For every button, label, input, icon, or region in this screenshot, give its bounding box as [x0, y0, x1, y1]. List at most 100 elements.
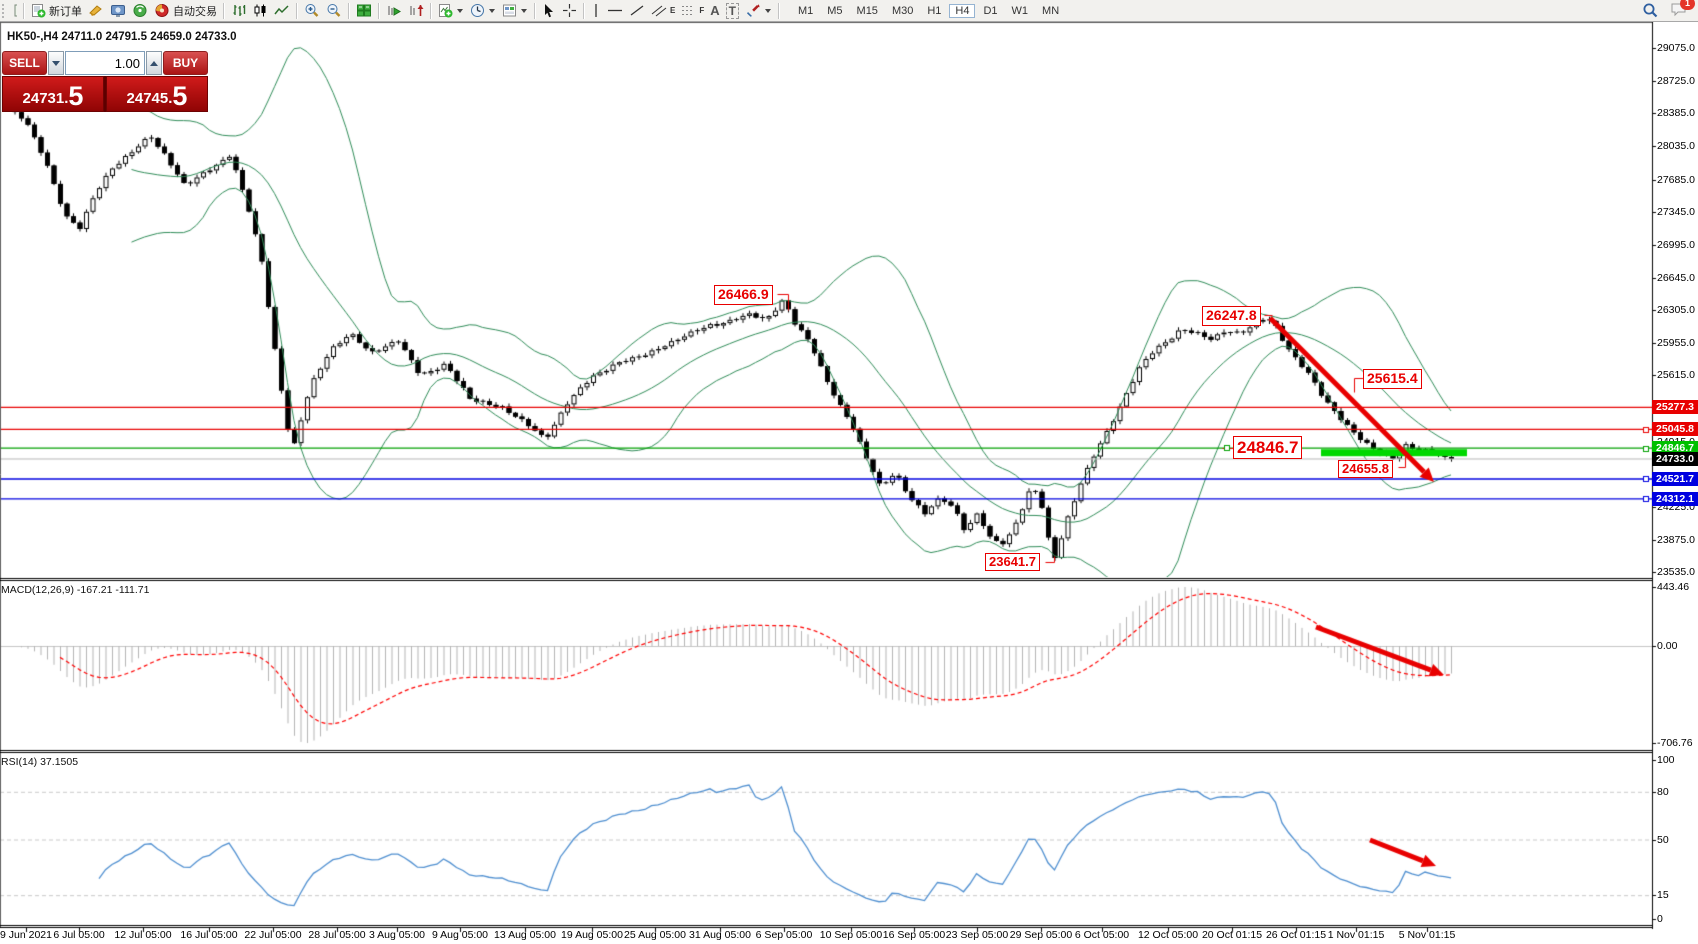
date-tick-label: 28 Jul 05:00	[308, 929, 366, 941]
timeframe-h4[interactable]: H4	[949, 3, 976, 18]
arrows-dropdown-caret-icon[interactable]	[764, 8, 771, 13]
charts-icon[interactable]	[11, 1, 20, 20]
axis-tick-label: 28725.0	[1657, 75, 1695, 88]
volume-decrease-button[interactable]	[48, 51, 64, 75]
arrows-tool-button[interactable]	[742, 1, 775, 20]
date-tick-label: 31 Aug 05:00	[689, 929, 751, 941]
date-tick-label: 6 Jul 05:00	[53, 929, 105, 941]
chart-shift-button[interactable]	[405, 1, 427, 20]
horizontal-line-tool-button[interactable]	[604, 1, 626, 20]
signals-button[interactable]	[129, 1, 151, 20]
date-tick-label: 9 Aug 05:00	[431, 929, 489, 941]
buy-price[interactable]: 24745. 5	[106, 76, 208, 112]
axis-tick-label: 28035.0	[1657, 140, 1695, 153]
timeframe-w1[interactable]: W1	[1011, 4, 1029, 17]
timeframe-m30[interactable]: M30	[891, 4, 914, 17]
axis-tick-label: 23535.0	[1657, 566, 1695, 579]
text-label-icon: T	[725, 2, 739, 19]
template-icon	[503, 4, 516, 17]
fibonacci-tool-button[interactable]: F	[678, 1, 707, 20]
price-annotation-label[interactable]: 24655.8	[1338, 460, 1393, 479]
timeframe-h1[interactable]: H1	[927, 4, 942, 17]
autotrade-icon	[155, 4, 169, 17]
volume-increase-button[interactable]	[146, 51, 162, 75]
bar-chart-button[interactable]	[228, 1, 250, 20]
axis-tick-label: 26645.0	[1657, 272, 1695, 284]
price-axis[interactable]: 29075.0 28725.0 28385.0 28035.0 27685.0 27345…	[1652, 22, 1698, 944]
axis-tick-label: 26995.0	[1657, 238, 1695, 251]
horizontal-line-icon	[608, 9, 622, 12]
sell-button[interactable]: SELL	[2, 51, 47, 75]
candlestick-chart-button[interactable]	[250, 1, 271, 20]
price-annotation-label[interactable]: 24846.7	[1233, 436, 1303, 460]
channel-tool-button[interactable]: E	[648, 1, 678, 20]
separator	[777, 2, 780, 19]
timeframe-m15[interactable]: M15	[856, 4, 878, 17]
tile-windows-icon	[357, 4, 371, 17]
search-button[interactable]	[1639, 1, 1662, 20]
text-label-tool-button[interactable]: T	[723, 1, 742, 20]
fibonacci-glyph: F	[699, 6, 705, 15]
buy-button[interactable]: BUY	[163, 51, 208, 75]
date-tick-label: 22 Jul 05:00	[244, 929, 302, 941]
date-tick-label: 6 Oct 05:00	[1074, 929, 1130, 941]
text-tool-button[interactable]: A	[707, 1, 722, 20]
crosshair-tool-button[interactable]	[559, 1, 580, 20]
timeframe-toolbar: M1 M5 M15 M30 H1 H4 D1 W1 MN	[791, 3, 1066, 18]
zoom-in-icon	[305, 4, 319, 17]
periods-dropdown-caret-icon[interactable]	[489, 8, 495, 13]
tile-windows-button[interactable]	[353, 1, 375, 20]
cursor-icon	[545, 4, 553, 18]
sell-price[interactable]: 24731. 5	[2, 76, 104, 112]
auto-scroll-button[interactable]	[383, 1, 405, 20]
periods-button[interactable]	[467, 1, 499, 20]
publish-button[interactable]	[107, 1, 129, 20]
new-order-button[interactable]: 新订单	[28, 1, 85, 20]
notifications-button[interactable]: 1	[1670, 0, 1695, 20]
price-annotation-label[interactable]: 23641.7	[985, 553, 1040, 572]
chart-title: HK50-,H4 24711.0 24791.5 24659.0 24733.0	[7, 31, 237, 43]
new-order-icon	[32, 4, 46, 18]
zoom-in-button[interactable]	[301, 1, 323, 20]
indicators-dropdown-caret-icon[interactable]	[457, 8, 463, 13]
timeframe-d1[interactable]: D1	[983, 4, 998, 17]
price-annotation-label[interactable]: 26466.9	[714, 285, 773, 305]
timeframe-mn[interactable]: MN	[1042, 4, 1060, 17]
date-tick-label: 1 Nov 01:15	[1327, 929, 1385, 941]
macd-indicator-label: MACD(12,26,9) -167.21 -111.71	[1, 584, 150, 596]
vertical-line-tool-button[interactable]	[588, 1, 604, 20]
toolbar-right-group: 1	[1639, 0, 1695, 20]
separator	[378, 2, 380, 19]
autotrade-label: 自动交易	[173, 5, 217, 18]
price-line-badge: 24521.7	[1652, 471, 1698, 486]
price-annotation-label[interactable]: 25615.4	[1363, 369, 1422, 389]
styler-button[interactable]	[85, 1, 107, 20]
axis-tick-label: 25615.0	[1657, 369, 1695, 382]
line-chart-button[interactable]	[271, 1, 293, 20]
timeframe-m1[interactable]: M1	[797, 4, 814, 17]
timeframe-m5[interactable]: M5	[827, 4, 843, 17]
axis-tick-label: 26305.0	[1657, 304, 1695, 317]
date-tick-label: 19 Aug 05:00	[561, 929, 623, 941]
toolbar-grip[interactable]	[2, 3, 9, 18]
arrows-icon	[746, 4, 760, 17]
axis-tick-label: 0	[1657, 913, 1663, 925]
cursor-tool-button[interactable]	[539, 1, 559, 20]
date-axis[interactable]: 9 Jun 2021 6 Jul 05:00 12 Jul 05:00 16 Jul …	[0, 929, 1698, 944]
axis-tick-label: 100	[1657, 754, 1675, 766]
auto-scroll-icon	[388, 6, 401, 16]
date-tick-label: 26 Oct 01:15	[1265, 929, 1327, 941]
price-annotation-label[interactable]: 26247.8	[1202, 306, 1261, 326]
axis-tick-label: 0.00	[1657, 640, 1678, 652]
indicators-button[interactable]	[435, 1, 467, 20]
autotrade-button[interactable]: 自动交易	[151, 1, 220, 20]
buy-price-main: 24745.	[126, 90, 173, 107]
volume-input[interactable]	[65, 51, 145, 75]
templates-dropdown-caret-icon[interactable]	[521, 8, 527, 13]
trendline-tool-button[interactable]	[626, 1, 648, 20]
zoom-out-button[interactable]	[323, 1, 345, 20]
candles-icon	[254, 4, 266, 17]
templates-button[interactable]	[499, 1, 531, 20]
separator	[430, 2, 432, 19]
